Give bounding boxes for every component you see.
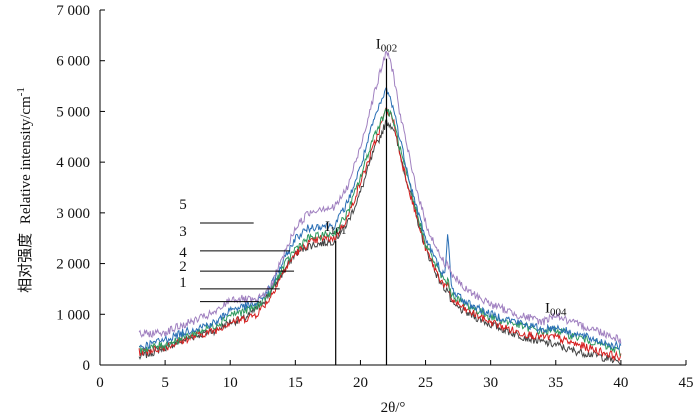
x-tick-label: 15 [288, 375, 303, 391]
series-label-1: 1 [179, 275, 187, 291]
x-axis-title: 2θ/° [381, 400, 406, 416]
x-tick-label: 5 [161, 375, 169, 391]
series-line-5 [138, 50, 622, 344]
series-group [138, 50, 622, 365]
y-axis-title: 相对强度 Relative intensity/cm-1 [15, 87, 34, 293]
x-tick-label: 35 [548, 375, 563, 391]
series-label-5: 5 [179, 197, 187, 213]
peak-label-main: I [376, 37, 381, 53]
peak-label-002: I002 [376, 37, 398, 55]
series-line-2 [138, 105, 622, 362]
peak-label-sub: 002 [381, 43, 398, 55]
series-line-3 [138, 85, 622, 351]
y-tick-label: 0 [83, 358, 91, 374]
y-tick-label: 6 000 [56, 54, 90, 70]
series-label-4: 4 [179, 245, 187, 261]
x-tick-label: 10 [223, 375, 238, 391]
axes [99, 10, 686, 366]
x-tick-label: 0 [96, 375, 104, 391]
y-axis-title-sup: -1 [15, 87, 27, 96]
y-tick-label: 2 000 [56, 257, 90, 273]
y-axis-title-en: Relative intensity/cm [18, 96, 34, 224]
peak-label-004: I004 [545, 300, 567, 318]
y-tick-label: 3 000 [56, 206, 90, 222]
y-tick-label: 7 000 [56, 3, 90, 19]
peak-label-101: I101 [325, 219, 347, 237]
y-tick-label: 4 000 [56, 155, 90, 171]
x-tick-label: 30 [483, 375, 498, 391]
series-label-2: 2 [179, 259, 187, 275]
peak-label-sub: 101 [330, 225, 347, 237]
x-tick-label: 25 [418, 375, 433, 391]
x-tick-label: 40 [613, 375, 628, 391]
y-tick-label: 5 000 [56, 104, 90, 120]
series-label-3: 3 [179, 224, 187, 240]
peak-label-main: I [545, 300, 550, 316]
x-tick-label: 20 [353, 375, 368, 391]
y-axis-title-cn: 相对强度 [17, 233, 34, 293]
x-tick-label: 45 [679, 375, 694, 391]
y-axis-title-text: 相对强度 Relative intensity/cm-1 [15, 87, 34, 293]
peak-label-main: I [325, 219, 330, 235]
y-tick-label: 1 000 [56, 307, 90, 323]
peak-label-sub: 004 [550, 306, 567, 318]
